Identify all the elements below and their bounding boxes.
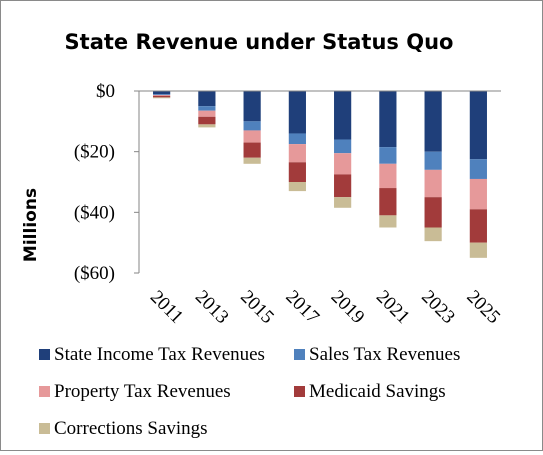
y-tick-label: $0 [96,81,115,102]
legend-label: State Income Tax Revenues [54,344,265,365]
y-axis-label: Millions [21,188,41,262]
bar-segment [469,242,487,258]
legend-label: Property Tax Revenues [54,381,231,402]
legend-label: Medicaid Savings [309,381,446,402]
bar-segment [288,162,306,182]
bar-segment [424,197,442,228]
x-tick-label: 2013 [191,286,233,328]
bar-segment [153,95,171,98]
legend: State Income Tax Revenues Sales Tax Reven… [39,344,460,439]
bar-segment [198,110,216,117]
bar-segment [424,169,442,198]
y-tick-label: ($60) [74,263,115,284]
bar-segment [334,153,352,175]
bar-segment [243,142,261,158]
bar-segment [379,163,397,189]
bar-segment [469,209,487,243]
x-tick-label: 2019 [327,286,369,328]
bar-segment [153,91,171,95]
bar-segment [469,91,487,160]
bar-segment [379,188,397,216]
legend-swatch [39,349,50,360]
bar-segment [198,116,216,125]
y-tick-label: ($40) [74,202,115,223]
bar-segment [153,97,171,99]
x-tick-label: 2025 [462,286,504,328]
bar-segment [288,144,306,163]
bar-segment [334,174,352,198]
x-tick-label: 2023 [417,286,459,328]
bar-segment [198,124,216,128]
bar-segment [243,130,261,143]
bar-segment [469,178,487,210]
bar-segment [153,94,171,95]
bar-segment [424,227,442,242]
bar-segment [334,139,352,154]
bar-segment [288,91,306,134]
plot-area: $0($20)($40)($60)2011 2013 2015 2017 2019 202… [74,81,504,328]
y-tick-label: ($20) [74,142,115,163]
x-tick-label: 2015 [236,286,278,328]
bar-segment [198,106,216,111]
bar-segment [379,91,397,148]
bar-segment [243,157,261,164]
legend-swatch [39,423,50,434]
bar-segment [198,91,216,107]
legend-swatch [294,386,305,397]
bar-segment [288,182,306,192]
bar-segment [379,147,397,164]
x-tick-label: 2021 [372,286,414,328]
bar-segment [379,215,397,228]
bar-segment [243,121,261,131]
bar-segment [424,151,442,170]
chart-title: State Revenue under Status Quo [65,30,454,54]
legend-label: Sales Tax Revenues [309,344,460,365]
bar-segment [243,91,261,122]
legend-swatch [39,386,50,397]
bar-segment [424,91,442,152]
bar-segment [153,94,171,96]
bar-segment [334,197,352,208]
legend-swatch [294,349,305,360]
bar-segment [469,159,487,179]
bar-segment [288,133,306,145]
legend-label: Corrections Savings [54,418,208,439]
bar-segment [334,91,352,140]
x-tick-label: 2017 [281,286,323,328]
x-tick-label: 2011 [146,286,187,327]
